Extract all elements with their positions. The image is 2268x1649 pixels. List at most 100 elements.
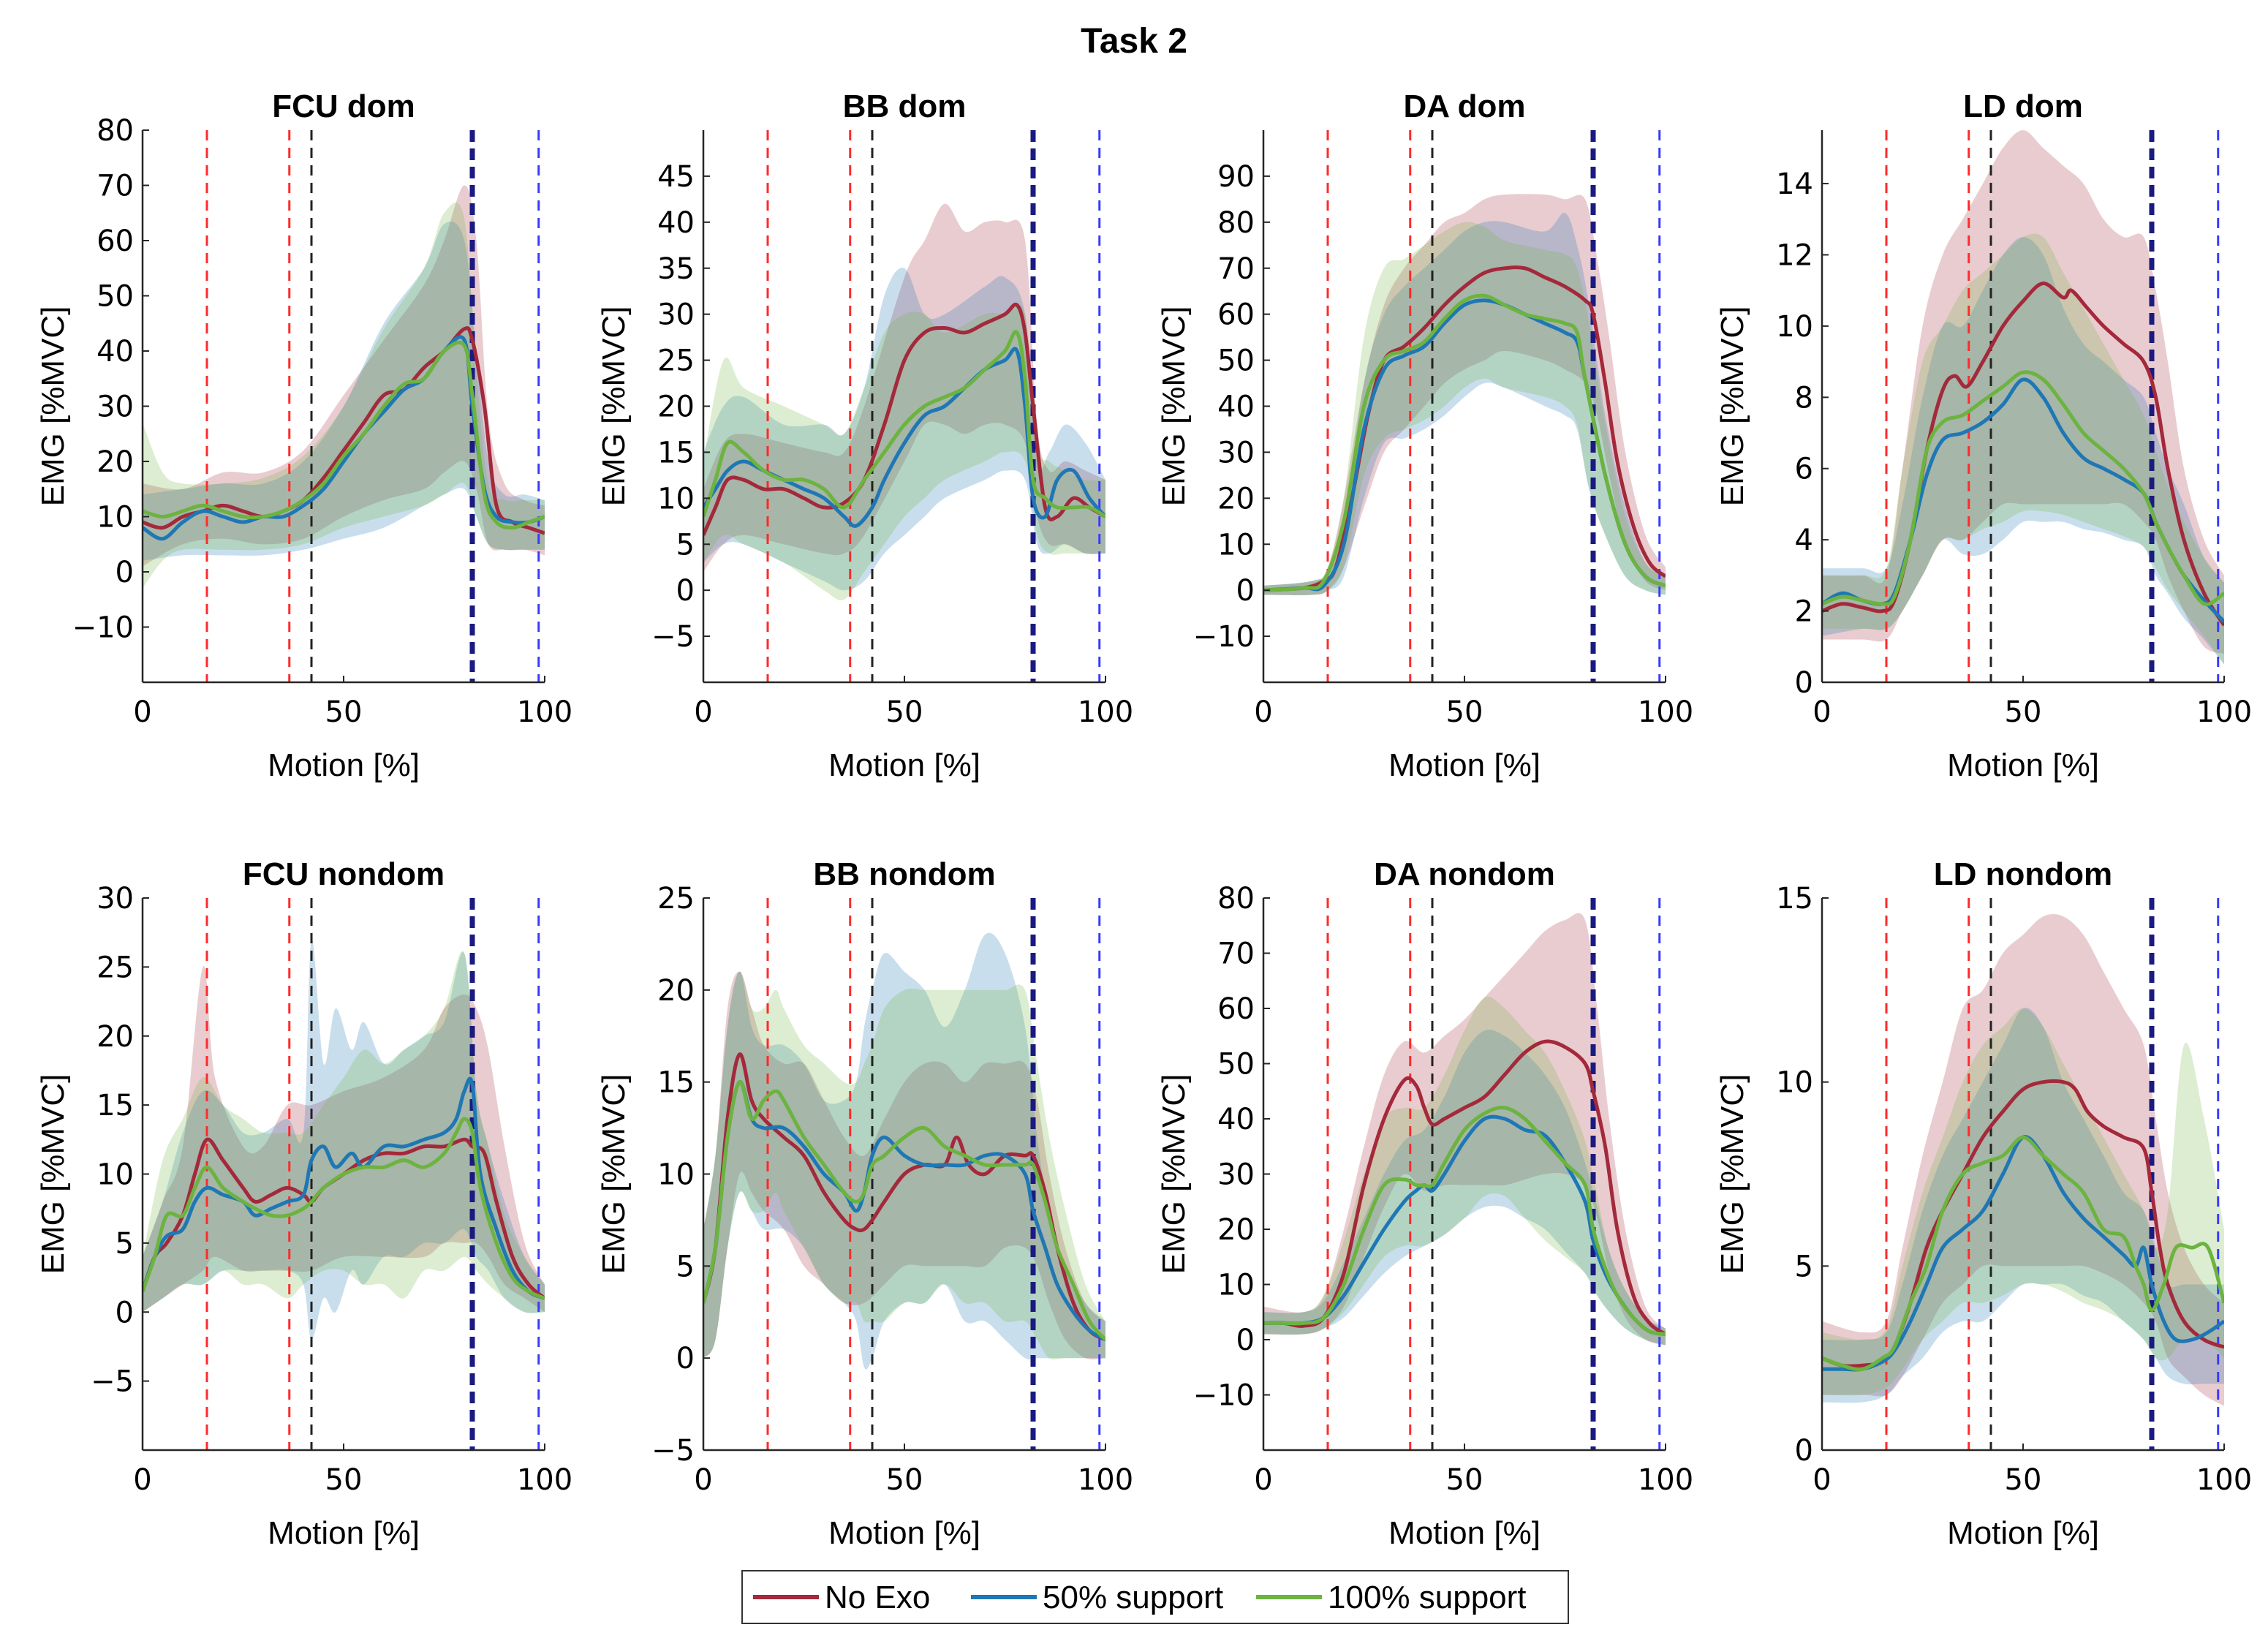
y-tick-label: 0 xyxy=(116,1296,134,1329)
y-tick-label: −5 xyxy=(91,1365,134,1399)
x-axis-label: Motion [%] xyxy=(828,747,980,783)
band-100-support xyxy=(1822,1008,2224,1396)
series-line-50-support xyxy=(1263,1114,1666,1336)
y-tick-label: 4 xyxy=(1795,524,1813,557)
y-tick-label: 80 xyxy=(97,114,134,148)
legend-label-no-exo: No Exo xyxy=(825,1580,930,1615)
band-50-support xyxy=(1263,213,1666,595)
x-tick-label: 50 xyxy=(325,695,363,729)
series-line-no-exo xyxy=(703,1052,1105,1342)
lines xyxy=(1822,282,2224,627)
y-tick-label: 25 xyxy=(657,882,695,916)
x-axis-label: Motion [%] xyxy=(1947,747,2099,783)
y-tick-label: 25 xyxy=(657,344,695,378)
band-50-support xyxy=(703,932,1105,1370)
y-tick-label: 70 xyxy=(1217,252,1255,286)
band-no-exo xyxy=(143,966,545,1313)
y-tick-label: 12 xyxy=(1776,238,1813,272)
y-tick-label: 10 xyxy=(657,482,695,516)
lines xyxy=(143,326,545,541)
y-tick-label: 10 xyxy=(1217,528,1255,562)
x-tick-label: 50 xyxy=(2005,1463,2042,1497)
y-tick-label: 35 xyxy=(657,252,695,286)
band-no-exo xyxy=(1263,194,1666,595)
y-axis-label: EMG [%MVC] xyxy=(596,306,632,507)
y-tick-label: −10 xyxy=(72,611,134,645)
y-tick-label: 60 xyxy=(1217,298,1255,332)
bands xyxy=(143,938,545,1340)
lines xyxy=(1263,265,1666,592)
x-tick-label: 100 xyxy=(1078,1463,1133,1497)
y-axis-label: EMG [%MVC] xyxy=(35,1074,71,1275)
y-tick-label: 8 xyxy=(1795,381,1813,415)
x-tick-label: 50 xyxy=(886,695,923,729)
markers xyxy=(1326,130,1661,682)
markers xyxy=(205,898,540,1450)
series-line-no-exo xyxy=(703,302,1105,536)
y-tick-label: 0 xyxy=(1795,1434,1813,1468)
legend-label-100-support: 100% support xyxy=(1328,1580,1527,1615)
y-tick-label: 30 xyxy=(1217,1158,1255,1192)
band-50-support xyxy=(1263,1030,1666,1346)
y-tick-label: 50 xyxy=(1217,1048,1255,1082)
x-axis-label: Motion [%] xyxy=(268,1515,420,1551)
band-no-exo xyxy=(143,185,545,567)
x-tick-label: 100 xyxy=(2196,695,2252,729)
band-100-support xyxy=(703,971,1105,1360)
y-tick-label: 45 xyxy=(657,160,695,194)
y-tick-label: 20 xyxy=(657,974,695,1008)
y-tick-label: 70 xyxy=(1217,937,1255,971)
series-line-no-exo xyxy=(143,326,545,535)
x-tick-label: 100 xyxy=(1638,1463,1693,1497)
band-no-exo xyxy=(1822,914,2224,1406)
y-axis-label: EMG [%MVC] xyxy=(1156,306,1192,507)
y-tick-label: 40 xyxy=(97,335,134,369)
x-tick-label: 0 xyxy=(694,1463,712,1497)
series-line-100-support xyxy=(1263,1106,1666,1336)
y-tick-label: 50 xyxy=(1217,344,1255,378)
y-tick-label: 14 xyxy=(1776,167,1813,201)
y-tick-label: 0 xyxy=(1236,574,1255,608)
x-tick-label: 0 xyxy=(694,695,712,729)
y-tick-label: 10 xyxy=(97,1158,134,1192)
band-100-support xyxy=(703,304,1105,600)
y-tick-label: 70 xyxy=(97,170,134,203)
x-axis-label: Motion [%] xyxy=(1388,1515,1541,1551)
y-tick-label: 20 xyxy=(657,390,695,424)
bands xyxy=(1822,914,2224,1406)
panel-title: BB nondom xyxy=(813,856,995,892)
series-line-100-support xyxy=(143,340,545,530)
band-50-support xyxy=(143,222,545,561)
y-tick-label: 30 xyxy=(97,882,134,916)
y-tick-label: 5 xyxy=(676,1250,695,1283)
lines xyxy=(143,1076,545,1300)
series-line-100-support xyxy=(703,330,1105,518)
y-tick-label: 5 xyxy=(676,528,695,562)
panel-title: LD dom xyxy=(1963,88,2083,124)
lines xyxy=(1263,1039,1666,1336)
y-tick-label: −10 xyxy=(1193,1379,1255,1413)
y-axis-label: EMG [%MVC] xyxy=(1156,1074,1192,1275)
y-tick-label: 40 xyxy=(1217,1103,1255,1136)
y-tick-label: 10 xyxy=(1776,310,1813,344)
y-tick-label: 50 xyxy=(97,280,134,314)
y-tick-label: 10 xyxy=(657,1158,695,1192)
y-tick-label: 40 xyxy=(1217,390,1255,424)
y-tick-label: 80 xyxy=(1217,882,1255,916)
panel-bb-dom: BB dom −5 0 5 10 15 20 25 30 35 40 45 0 50 100 Motion [… xyxy=(596,88,1133,783)
bands xyxy=(1822,130,2224,665)
x-tick-label: 0 xyxy=(1254,1463,1272,1497)
bands xyxy=(1263,194,1666,595)
y-tick-label: 25 xyxy=(97,951,134,984)
x-axis-label: Motion [%] xyxy=(1947,1515,2099,1551)
markers xyxy=(766,898,1101,1450)
x-tick-label: 100 xyxy=(517,1463,572,1497)
band-no-exo xyxy=(1822,130,2224,654)
panel-title: FCU dom xyxy=(272,88,415,124)
x-tick-label: 50 xyxy=(886,1463,923,1497)
band-50-support xyxy=(1822,1008,2224,1403)
panel-fcu-dom: FCU dom −10 0 10 20 30 40 50 60 70 80 0 50 100 Motion … xyxy=(35,88,572,783)
